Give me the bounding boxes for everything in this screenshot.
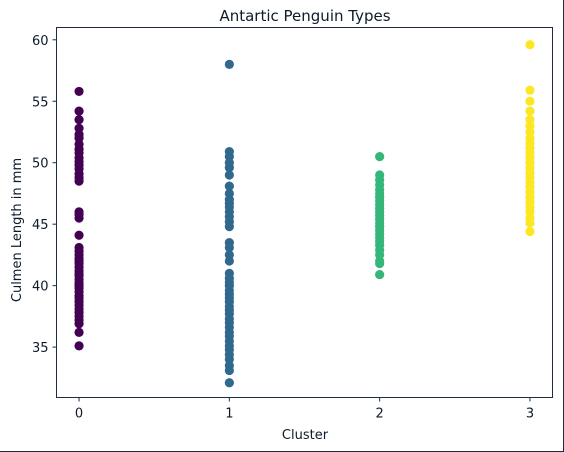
data-point	[74, 106, 84, 116]
data-point	[224, 250, 234, 260]
data-point	[224, 147, 234, 157]
x-tick-label: 0	[75, 407, 83, 422]
data-point	[74, 230, 84, 240]
data-point	[375, 151, 385, 162]
data-point	[375, 269, 385, 280]
data-point	[525, 40, 535, 50]
cluster-3-series	[525, 40, 535, 237]
x-axis: 0 1 2 3	[75, 397, 534, 422]
data-point	[224, 378, 234, 388]
data-point	[375, 170, 385, 180]
data-point	[525, 115, 535, 125]
x-tick-label: 1	[225, 407, 233, 422]
y-tick-label: 50	[32, 157, 49, 172]
data-point	[74, 242, 84, 253]
cluster-1-series	[224, 59, 234, 388]
data-point	[224, 170, 234, 180]
plot-area-frame	[56, 27, 553, 398]
data-point	[74, 207, 84, 217]
chart-title: Antartic Penguin Types	[219, 7, 390, 25]
x-tick-label: 2	[376, 407, 384, 422]
y-tick-label: 55	[32, 95, 49, 110]
data-point	[224, 59, 234, 69]
cluster-0-series	[74, 86, 84, 351]
y-axis-label: Culmen Length in mm	[10, 158, 25, 302]
data-point	[74, 123, 84, 133]
x-axis-label: Cluster	[282, 428, 329, 443]
y-tick-label: 45	[32, 218, 49, 233]
data-point	[74, 86, 84, 97]
y-tick-label: 35	[32, 341, 49, 356]
data-point	[224, 268, 234, 278]
y-tick-label: 60	[32, 34, 49, 49]
data-point	[74, 327, 84, 337]
data-point	[525, 85, 535, 95]
y-axis: 35 40 45 50 55 60	[32, 34, 57, 356]
data-point	[74, 341, 84, 351]
data-point	[525, 226, 535, 237]
data-point	[525, 96, 535, 106]
data-point	[74, 115, 84, 125]
x-tick-label: 3	[526, 407, 534, 422]
y-tick-label: 40	[32, 280, 49, 295]
data-point	[224, 181, 234, 191]
points-layer	[74, 40, 535, 388]
cluster-2-series	[375, 151, 385, 280]
data-point	[525, 106, 535, 116]
data-point	[224, 188, 234, 199]
data-point	[224, 238, 234, 248]
